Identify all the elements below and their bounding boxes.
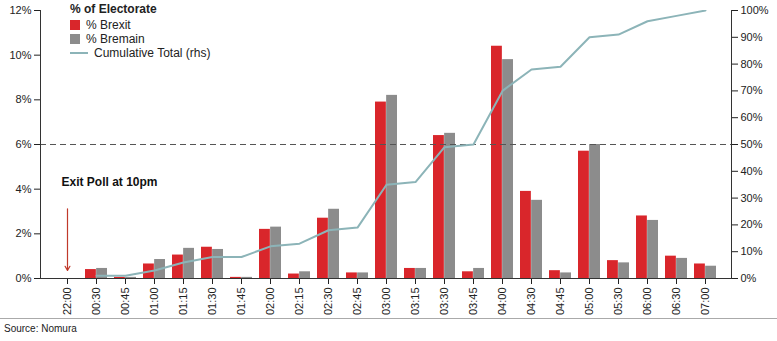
svg-text:30%: 30% (741, 192, 763, 204)
svg-text:01:45: 01:45 (235, 288, 247, 316)
svg-text:8%: 8% (16, 93, 32, 105)
html-text:% Bremain: % Bremain (86, 32, 145, 46)
svg-text:70%: 70% (741, 84, 763, 96)
svg-text:06:00: 06:00 (641, 288, 653, 316)
svg-text:80%: 80% (741, 58, 763, 70)
svg-text:05:30: 05:30 (612, 288, 624, 316)
svg-text:01:00: 01:00 (148, 288, 160, 316)
svg-text:07:00: 07:00 (699, 288, 711, 316)
svg-text:0%: 0% (16, 272, 32, 284)
svg-text:Exit Poll at 10pm: Exit Poll at 10pm (62, 175, 158, 189)
html-text:Cumulative Total (rhs): Cumulative Total (rhs) (94, 46, 211, 60)
svg-text:03:00: 03:00 (380, 288, 392, 316)
html-text:Source: Nomura: Source: Nomura (4, 323, 77, 334)
svg-text:02:45: 02:45 (351, 288, 363, 316)
svg-text:6%: 6% (16, 138, 32, 150)
svg-text:01:30: 01:30 (206, 288, 218, 316)
svg-text:04:30: 04:30 (525, 288, 537, 316)
svg-text:90%: 90% (741, 31, 763, 43)
svg-text:03:45: 03:45 (467, 288, 479, 316)
svg-text:12%: 12% (9, 4, 31, 16)
svg-text:04:00: 04:00 (496, 288, 508, 316)
svg-text:02:15: 02:15 (293, 288, 305, 316)
svg-text:03:15: 03:15 (409, 288, 421, 316)
svg-text:20%: 20% (741, 218, 763, 230)
svg-text:00:30: 00:30 (90, 288, 102, 316)
svg-text:10%: 10% (9, 49, 31, 61)
svg-text:0%: 0% (741, 272, 757, 284)
svg-text:10%: 10% (741, 245, 763, 257)
svg-text:04:45: 04:45 (554, 288, 566, 316)
svg-text:4%: 4% (16, 183, 32, 195)
svg-text:50%: 50% (741, 138, 763, 150)
svg-text:02:00: 02:00 (264, 288, 276, 316)
svg-text:00:45: 00:45 (119, 288, 131, 316)
svg-text:03:30: 03:30 (438, 288, 450, 316)
svg-text:100%: 100% (741, 4, 769, 16)
svg-text:40%: 40% (741, 165, 763, 177)
html-text:% of Electorate: % of Electorate (70, 2, 157, 16)
svg-text:22:00: 22:00 (61, 288, 73, 316)
svg-text:06:30: 06:30 (670, 288, 682, 316)
svg-text:60%: 60% (741, 111, 763, 123)
svg-text:2%: 2% (16, 227, 32, 239)
svg-text:01:15: 01:15 (177, 288, 189, 316)
html-text:% Brexit: % Brexit (86, 18, 131, 32)
svg-text:02:30: 02:30 (322, 288, 334, 316)
svg-text:05:00: 05:00 (583, 288, 595, 316)
